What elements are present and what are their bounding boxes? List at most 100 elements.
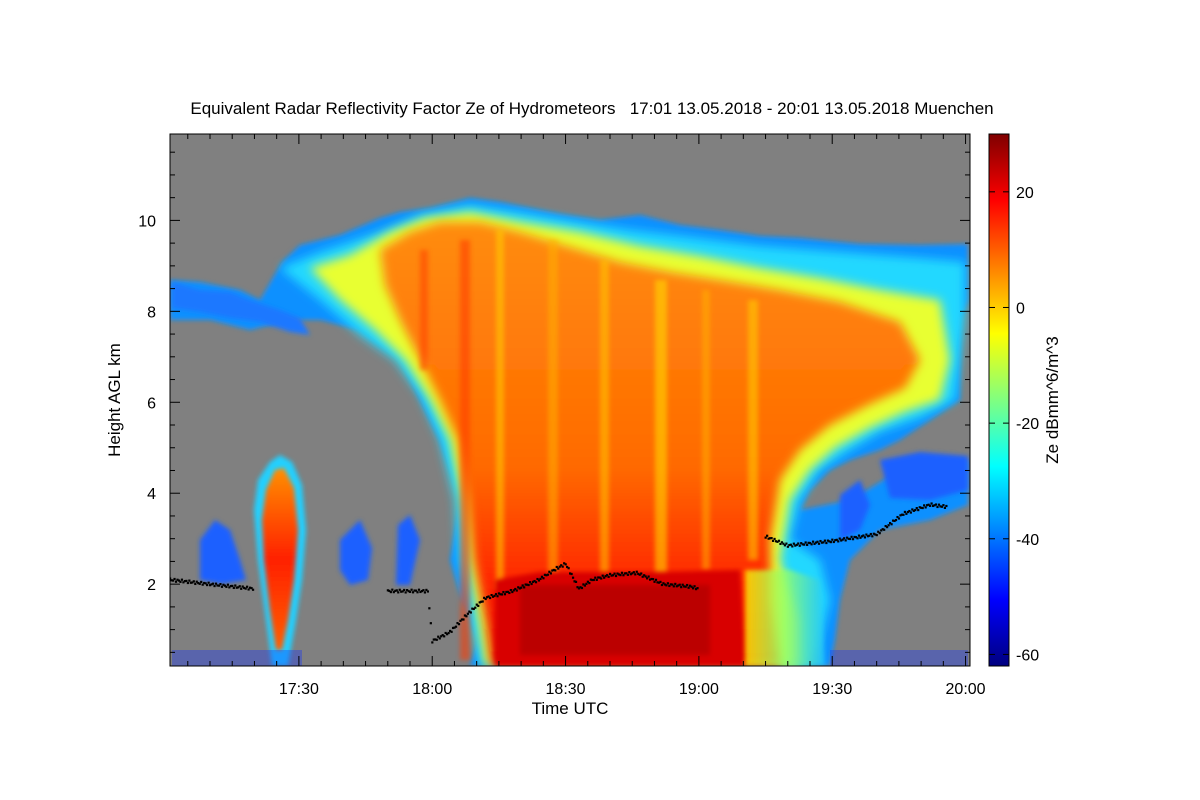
cloud-base-point — [592, 578, 595, 582]
cloud-base-point — [856, 537, 859, 540]
cloud-base-point — [862, 534, 865, 537]
cloud-base-point — [517, 586, 520, 589]
cloud-base-point — [207, 581, 210, 584]
cloud-base-point — [819, 539, 822, 543]
cloud-base-point — [494, 593, 498, 596]
echo-early-cell-core — [262, 468, 298, 650]
cloud-base-point — [429, 622, 432, 625]
cloud-base-point — [174, 580, 178, 583]
cloud-base-point — [237, 586, 240, 589]
cloud-base-point — [506, 590, 509, 593]
colorbar: 20 0 -20 -40 -60 Ze dBmm^6/m^3 — [988, 133, 1062, 667]
cloud-base-point — [817, 542, 821, 545]
cloud-base-point — [651, 578, 655, 581]
cloud-base-point — [499, 593, 502, 596]
cloud-base-point — [886, 526, 889, 529]
cloud-base-point — [489, 596, 492, 600]
cloud-base-point — [241, 585, 244, 588]
echo-right-tail — [745, 570, 825, 666]
colorbar-title: Ze dBmm^6/m^3 — [1043, 336, 1062, 463]
cloud-base-point — [471, 607, 474, 610]
y-axis-title: Height AGL km — [105, 343, 124, 457]
cloud-base-point — [551, 569, 554, 572]
cloud-base-point — [557, 567, 560, 570]
cloud-base-point — [684, 585, 687, 588]
cloud-base-point — [631, 572, 634, 575]
cloud-base-point — [219, 583, 222, 586]
cloud-base-point — [654, 578, 658, 581]
y-axis: 2 4 6 8 10 — [138, 151, 970, 653]
cloud-base-point — [823, 539, 827, 542]
x-tick-label: 19:30 — [812, 681, 852, 698]
cloud-base-point — [200, 580, 203, 584]
cloud-base-point — [647, 575, 650, 578]
cloud-base-point — [600, 577, 603, 580]
cloud-base-point — [566, 565, 569, 569]
cloud-base-point — [807, 541, 810, 544]
cloud-base-point — [460, 618, 464, 621]
cloud-base-point — [416, 591, 419, 594]
cloud-base-point — [444, 631, 447, 635]
cloud-base-point — [179, 580, 182, 583]
cloud-base-point — [613, 572, 616, 575]
cloud-base-point — [926, 504, 929, 507]
cloud-base-point — [419, 590, 422, 594]
cloud-base-point — [420, 589, 424, 593]
cloud-base-point — [246, 585, 249, 588]
cloud-base-point — [687, 586, 690, 589]
cloud-base-point — [846, 536, 849, 539]
cloud-base-point — [561, 565, 564, 568]
cloud-base-point — [490, 593, 493, 597]
cloud-base-point — [810, 543, 813, 546]
cloud-base-point — [543, 573, 547, 576]
cloud-base-point — [395, 589, 398, 592]
cloud-base-point — [693, 585, 696, 588]
cloud-base-point — [388, 589, 391, 592]
cloud-base-point — [809, 541, 812, 545]
cloud-base-point — [209, 584, 212, 587]
cloud-base-point — [386, 589, 389, 592]
cloud-base-point — [431, 641, 434, 644]
cloud-base-point — [643, 574, 646, 577]
y-tick-label: 4 — [147, 486, 156, 503]
cloud-base-point — [940, 505, 944, 508]
cloud-base-point — [247, 588, 250, 591]
cloud-base-point — [927, 503, 930, 506]
cloud-base-point — [792, 542, 795, 545]
cloud-base-point — [232, 586, 235, 590]
cloud-base-point — [632, 571, 635, 574]
cloud-base-point — [534, 581, 538, 584]
cloud-base-point — [665, 584, 668, 587]
cloud-base-point — [398, 588, 401, 591]
cloud-base-point — [601, 574, 604, 577]
cloud-base-point — [634, 573, 637, 576]
cloud-base-point — [929, 504, 932, 507]
cloud-base-point — [404, 591, 407, 594]
cloud-base-point — [185, 579, 188, 583]
cloud-base-point — [505, 590, 508, 594]
cloud-base-point — [780, 541, 784, 544]
cloud-base-point — [389, 590, 392, 594]
cloud-base-point — [884, 524, 887, 528]
cloud-base-point — [437, 635, 440, 638]
cloud-base-point — [426, 590, 429, 593]
cloud-base-point — [514, 587, 517, 591]
colorbar-gradient — [988, 133, 1010, 667]
cloud-base-point — [410, 588, 413, 591]
echo-low-scatter — [200, 452, 968, 585]
chart-title: Equivalent Radar Reflectivity Factor Ze … — [190, 99, 993, 118]
cloud-base-point — [899, 514, 902, 517]
cloud-base-point — [646, 577, 649, 580]
x-tick-label: 20:00 — [946, 681, 986, 698]
cloud-base-point — [694, 588, 698, 591]
cloud-base-point — [563, 562, 566, 565]
cloud-base-point — [526, 583, 529, 586]
cloud-base-point — [887, 524, 890, 527]
cloud-base-point — [637, 572, 640, 575]
cloud-base-point — [675, 585, 678, 588]
cloud-base-point — [607, 575, 610, 578]
cloud-base-point — [814, 541, 818, 544]
cloud-base-point — [811, 540, 815, 543]
cloud-base-point — [937, 503, 941, 506]
cloud-base-point — [191, 581, 194, 584]
